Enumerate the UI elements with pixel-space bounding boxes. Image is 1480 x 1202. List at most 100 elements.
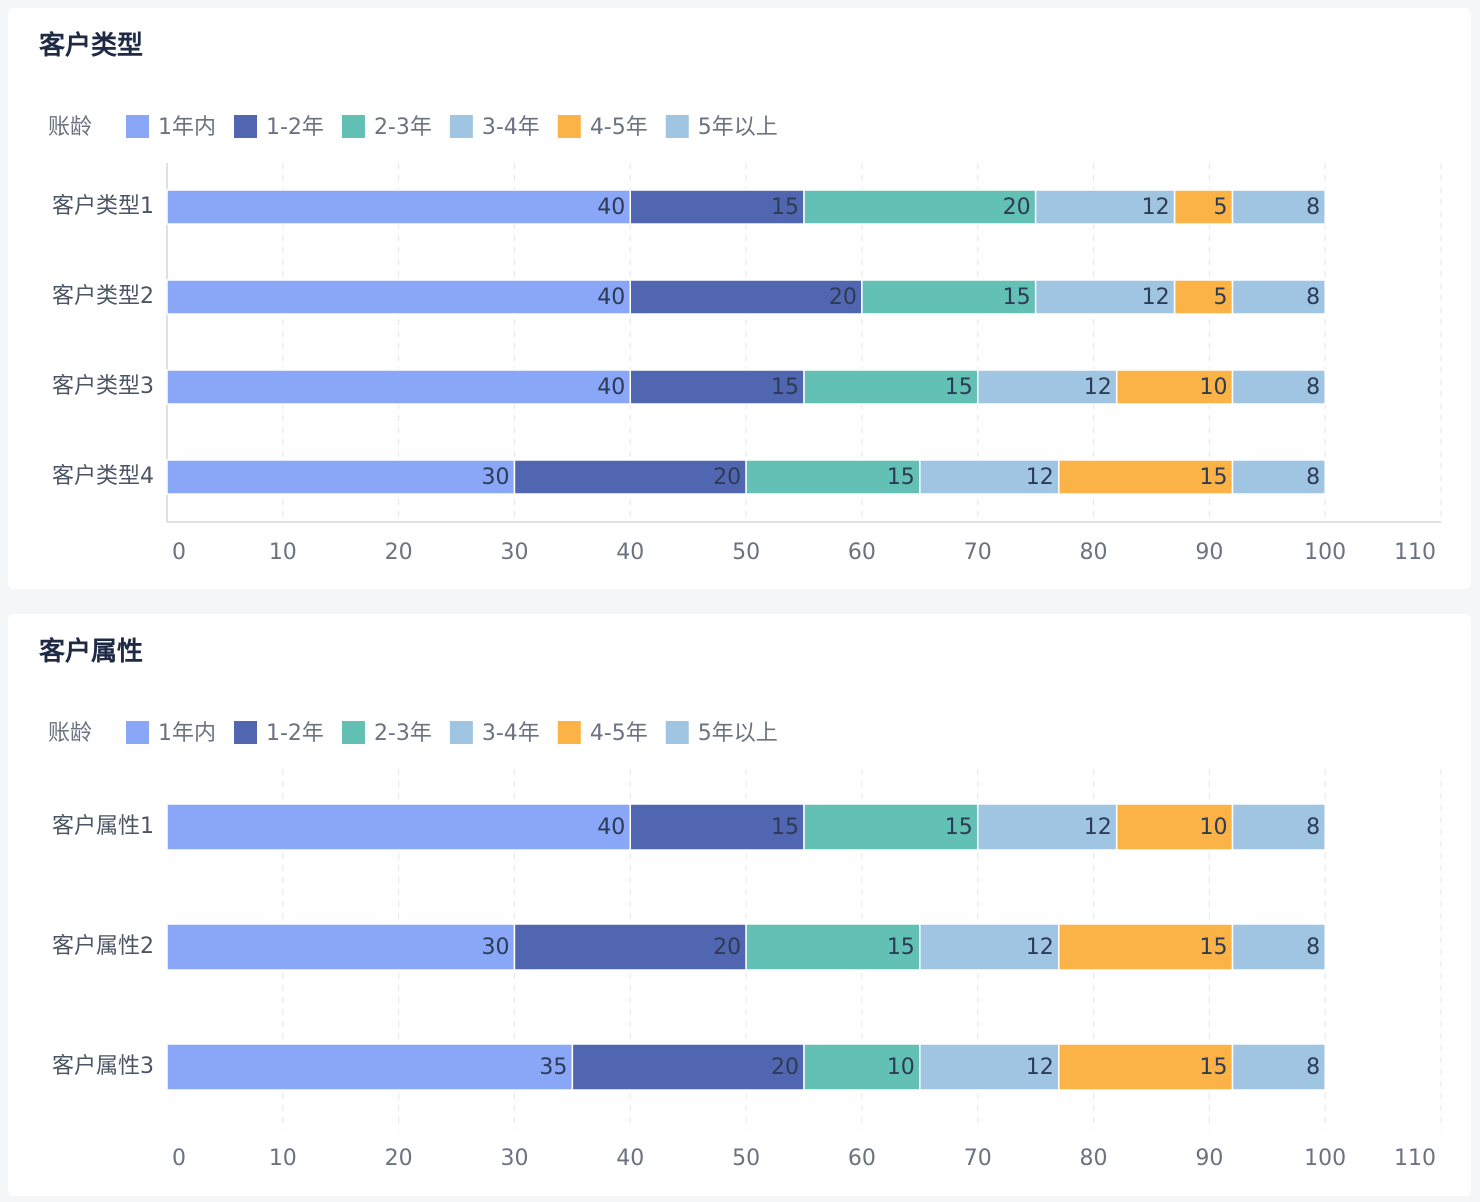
data-label: 40 xyxy=(597,195,625,220)
x-ticks: 0 10 20 30 40 50 60 70 80 90 100 110 xyxy=(172,540,1436,565)
data-label: 15 xyxy=(1200,1055,1228,1080)
bar-segment xyxy=(166,803,632,851)
x-tick-label: 40 xyxy=(616,1146,644,1171)
bar-segment xyxy=(976,369,1118,405)
legend-swatch-1 xyxy=(126,115,149,138)
x-tick-label: 50 xyxy=(732,1146,760,1171)
legend-swatch-6 xyxy=(665,721,689,744)
bar-segment xyxy=(1231,459,1326,495)
bar-segment xyxy=(1231,923,1326,971)
legend-label-5: 4-5年 xyxy=(590,115,648,140)
x-tick-label: 100 xyxy=(1304,540,1346,565)
data-label: 30 xyxy=(481,935,509,960)
x-tick-label: 20 xyxy=(385,1146,413,1171)
data-label: 8 xyxy=(1306,1055,1320,1080)
bar-segment xyxy=(1173,189,1234,225)
data-label: 40 xyxy=(597,815,625,840)
category-label: 客户属性3 xyxy=(52,1054,154,1079)
data-label: 8 xyxy=(1306,465,1320,490)
x-tick-label: 110 xyxy=(1394,1146,1436,1171)
x-tick-label: 0 xyxy=(172,1146,186,1171)
x-tick-label: 100 xyxy=(1304,1146,1346,1171)
category-label: 客户属性1 xyxy=(52,814,154,839)
x-tick-label: 70 xyxy=(964,540,992,565)
data-label: 5 xyxy=(1214,195,1228,220)
bar-row: 客户类型1 40 15 20 12 5 8 xyxy=(52,189,1326,225)
legend-swatch-4 xyxy=(449,115,473,138)
data-label: 15 xyxy=(945,815,973,840)
bar-segment xyxy=(513,459,747,495)
data-label: 12 xyxy=(1084,815,1112,840)
x-tick-label: 80 xyxy=(1080,1146,1108,1171)
legend: 账龄 1年内 1-2年 2-3年 3-4年 4-5年 5年以上 xyxy=(48,115,778,140)
bar-segment xyxy=(976,803,1118,851)
data-label: 10 xyxy=(1200,815,1228,840)
legend-label-6: 5年以上 xyxy=(698,721,778,746)
data-label: 10 xyxy=(887,1055,915,1080)
legend-title: 账龄 xyxy=(48,115,92,140)
data-label: 12 xyxy=(1142,195,1170,220)
data-label: 8 xyxy=(1306,815,1320,840)
data-label: 12 xyxy=(1026,935,1054,960)
legend: 账龄 1年内 1-2年 2-3年 3-4年 4-5年 5年以上 xyxy=(48,721,778,746)
data-label: 15 xyxy=(771,375,799,400)
x-tick-label: 90 xyxy=(1195,1146,1223,1171)
customer-attribute-card: 客户属性 账龄 1年内 1-2年 2-3年 3-4年 4-5年 5年以上 0 10 20 30 40 5… xyxy=(8,614,1471,1196)
legend-swatch-3 xyxy=(341,115,365,138)
data-label: 20 xyxy=(1003,195,1031,220)
bar-row: 客户属性1 40 15 15 12 10 8 xyxy=(52,803,1326,851)
category-label: 客户属性2 xyxy=(52,934,154,959)
x-tick-label: 10 xyxy=(269,1146,297,1171)
bar-segment xyxy=(1058,459,1234,495)
legend-label-4: 3-4年 xyxy=(482,721,540,746)
bar-segment xyxy=(803,189,1037,225)
chart-title: 客户属性 xyxy=(39,637,144,667)
bar-segment xyxy=(1231,369,1326,405)
data-label: 20 xyxy=(713,465,741,490)
bar-segment xyxy=(166,459,516,495)
legend-swatch-2 xyxy=(234,721,257,744)
x-tick-label: 40 xyxy=(616,540,644,565)
x-tick-label: 20 xyxy=(385,540,413,565)
chart-title: 客户类型 xyxy=(39,31,144,61)
data-label: 30 xyxy=(481,465,509,490)
data-label: 40 xyxy=(597,285,625,310)
legend-swatch-6 xyxy=(665,115,689,138)
bar-segment xyxy=(919,1043,1060,1091)
x-tick-label: 70 xyxy=(964,1146,992,1171)
data-label: 8 xyxy=(1306,935,1320,960)
data-label: 5 xyxy=(1214,285,1228,310)
data-label: 8 xyxy=(1306,285,1320,310)
data-label: 10 xyxy=(1200,375,1228,400)
x-tick-label: 60 xyxy=(848,540,876,565)
data-label: 15 xyxy=(1200,465,1228,490)
data-label: 12 xyxy=(1142,285,1170,310)
data-label: 40 xyxy=(597,375,625,400)
bar-segment xyxy=(1231,189,1326,225)
bar-segment xyxy=(861,279,1037,315)
bar-segment xyxy=(629,279,863,315)
data-label: 12 xyxy=(1084,375,1112,400)
x-tick-label: 30 xyxy=(500,1146,528,1171)
data-label: 20 xyxy=(713,935,741,960)
legend-swatch-3 xyxy=(341,721,365,744)
legend-label-2: 1-2年 xyxy=(266,115,324,140)
bar-segment xyxy=(166,923,516,971)
data-label: 8 xyxy=(1306,375,1320,400)
bar-row: 客户类型4 30 20 15 12 15 8 xyxy=(52,459,1326,495)
data-label: 15 xyxy=(1200,935,1228,960)
bar-segment xyxy=(629,803,805,851)
bar-segment xyxy=(166,1043,574,1091)
x-tick-label: 0 xyxy=(172,540,186,565)
data-label: 35 xyxy=(539,1055,567,1080)
bar-segment xyxy=(513,923,747,971)
customer-attribute-chart: 账龄 1年内 1-2年 2-3年 3-4年 4-5年 5年以上 0 10 20 30 40 50 60 70… xyxy=(48,721,1442,1171)
bar-segment xyxy=(166,279,632,315)
data-label: 15 xyxy=(887,935,915,960)
legend-swatch-2 xyxy=(234,115,257,138)
bar-segment xyxy=(1173,279,1234,315)
bar-segment xyxy=(919,459,1060,495)
data-label: 12 xyxy=(1026,1055,1054,1080)
bar-segment xyxy=(629,189,805,225)
category-label: 客户类型4 xyxy=(52,464,154,489)
